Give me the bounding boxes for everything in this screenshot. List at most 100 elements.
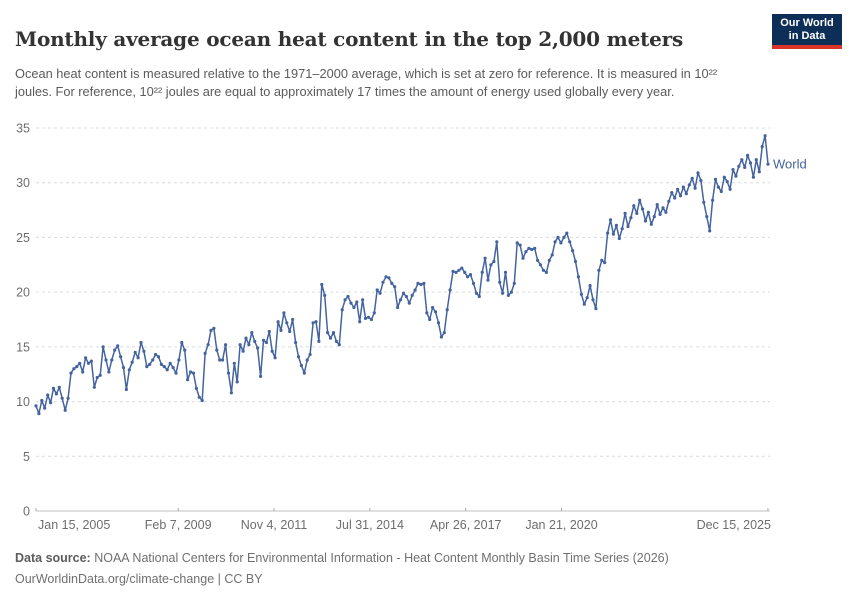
data-point[interactable] [288,329,292,334]
data-point[interactable] [445,308,449,312]
data-point[interactable] [63,408,67,412]
data-point[interactable] [573,259,578,264]
data-point[interactable] [282,311,286,315]
license-line[interactable]: OurWorldinData.org/climate-change | CC B… [15,572,263,587]
data-point[interactable] [681,185,686,189]
data-point[interactable] [276,320,280,324]
data-point[interactable] [66,396,70,400]
data-point[interactable] [69,371,73,375]
data-point[interactable] [46,393,50,397]
data-point[interactable] [381,280,385,284]
data-point[interactable] [743,165,747,169]
data-point[interactable] [676,187,680,191]
data-point[interactable] [737,164,741,168]
data-point[interactable] [760,145,764,149]
data-point[interactable] [107,370,111,374]
data-point[interactable] [460,266,464,270]
data-point[interactable] [206,343,210,347]
data-point[interactable] [259,374,263,378]
data-point[interactable] [387,276,391,280]
data-point[interactable] [218,358,222,362]
data-point[interactable] [393,285,397,289]
data-point[interactable] [544,270,549,274]
data-point[interactable] [116,344,120,348]
data-point[interactable] [763,134,767,138]
data-point[interactable] [104,358,108,362]
data-point[interactable] [226,371,231,375]
data-point[interactable] [748,161,753,165]
data-point[interactable] [699,178,703,183]
data-point[interactable] [75,365,79,369]
data-point[interactable] [145,365,149,369]
data-point[interactable] [224,343,228,347]
data-point[interactable] [664,210,668,214]
data-point[interactable] [658,212,662,216]
data-point[interactable] [326,331,330,335]
data-point[interactable] [398,298,403,302]
data-point[interactable] [238,343,242,347]
data-point[interactable] [253,339,257,343]
data-point[interactable] [425,311,429,315]
data-point[interactable] [693,186,697,190]
data-point[interactable] [509,290,513,294]
data-point[interactable] [60,396,64,400]
data-point[interactable] [151,358,155,362]
data-point[interactable] [136,356,140,360]
data-point[interactable] [716,185,721,189]
data-point[interactable] [81,370,85,374]
data-point[interactable] [611,232,616,236]
data-point[interactable] [378,291,382,295]
data-point[interactable] [384,275,388,279]
data-point[interactable] [165,368,169,372]
data-point[interactable] [84,356,88,360]
data-point[interactable] [524,250,528,254]
data-point[interactable] [518,243,522,247]
data-point[interactable] [486,278,490,282]
data-point[interactable] [177,358,181,362]
data-point[interactable] [527,246,531,250]
data-point[interactable] [620,227,624,231]
data-point[interactable] [203,351,207,355]
data-point[interactable] [191,371,196,375]
data-point[interactable] [521,256,525,260]
data-point[interactable] [705,215,709,219]
data-point[interactable] [121,366,126,370]
data-point[interactable] [305,358,309,362]
data-point[interactable] [372,311,376,315]
data-point[interactable] [728,187,732,191]
owid-logo[interactable]: Our World in Data [772,14,842,49]
data-point[interactable] [270,349,274,353]
data-point[interactable] [285,321,289,325]
data-point[interactable] [209,328,213,332]
data-point[interactable] [547,258,551,262]
data-point[interactable] [37,412,41,416]
data-point[interactable] [334,339,338,343]
world-line[interactable] [35,134,769,415]
data-point[interactable] [725,180,729,184]
data-point[interactable] [189,370,193,374]
data-point[interactable] [343,298,347,302]
data-point[interactable] [559,241,563,245]
data-point[interactable] [457,268,461,272]
data-point[interactable] [655,203,659,207]
data-point[interactable] [746,153,750,157]
data-point[interactable] [422,281,426,285]
data-point-markers[interactable] [34,134,770,416]
data-point[interactable] [571,249,575,253]
data-point[interactable] [643,219,648,223]
data-point[interactable] [156,355,161,359]
data-point[interactable] [751,175,756,179]
data-point[interactable] [194,386,198,390]
data-point[interactable] [646,210,651,214]
data-point[interactable] [492,259,496,264]
data-point[interactable] [407,301,411,305]
data-point[interactable] [352,305,356,310]
data-point[interactable] [603,261,607,265]
data-point[interactable] [124,387,128,392]
data-point[interactable] [183,348,187,352]
data-point[interactable] [410,293,414,297]
data-point[interactable] [661,206,665,210]
data-point[interactable] [629,216,633,220]
data-point[interactable] [512,281,516,285]
data-point[interactable] [713,177,718,181]
